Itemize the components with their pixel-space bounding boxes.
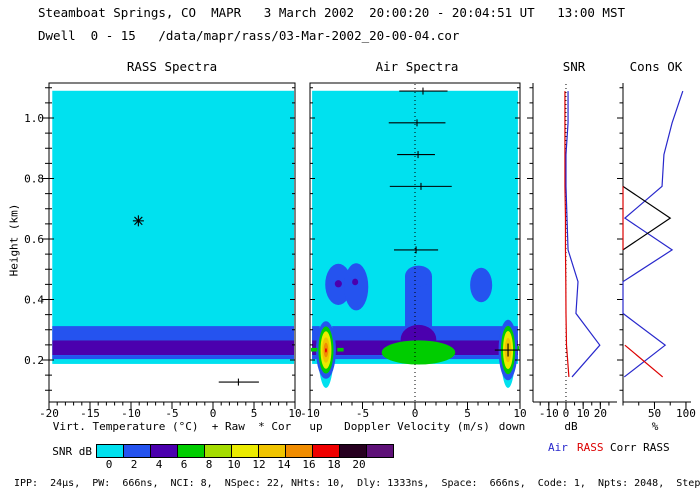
colorbar-value: 8 (205, 458, 213, 471)
contour-feature (352, 278, 359, 286)
panel-title-cons-ok: Cons OK (629, 59, 683, 74)
contour-feature (405, 265, 432, 287)
contour-fill (52, 326, 294, 341)
x-axis-label-air: Doppler Velocity (m/s) (344, 420, 490, 433)
contour-fill (52, 355, 294, 360)
x-tick-label: -5 (165, 407, 178, 420)
snr-air-line (565, 91, 601, 378)
x-tick-label: 0 (563, 407, 570, 420)
title-line-1: Steamboat Springs, CO MAPR 3 March 2002 … (38, 5, 625, 20)
x-axis-label-cons: % (651, 420, 659, 433)
colorbar-value: 0 (105, 458, 113, 471)
radar-parameters-line: IPP: 24µs, PW: 666ns, NCI: 8, NSpec: 22,… (14, 478, 700, 489)
colorbar-value: 4 (155, 458, 163, 471)
cons_ok-lines-group (622, 90, 684, 378)
contour-fill (311, 347, 318, 352)
tick-labels-group: -20 -15 -10 -5 0 5 10-10 -5 0 5 10 -10 0 10 20 50 1000.2… (24, 112, 696, 420)
x-tick-label: 100 (676, 407, 696, 420)
x-tick-label: 0 (210, 407, 217, 420)
x-tick-label: 20 (594, 407, 607, 420)
x-tick-label: 5 (464, 407, 471, 420)
contour-fill (52, 90, 294, 364)
cons_ok-rass-line (624, 344, 664, 378)
contour-fill (517, 346, 519, 351)
y-tick-label: 0.4 (24, 294, 44, 307)
colorbar-value: 14 (277, 458, 291, 471)
x-tick-label: -10 (539, 407, 559, 420)
x-tick-label: 10 (288, 407, 301, 420)
x-tick-label: -10 (300, 407, 320, 420)
cor-asterisk-marker (134, 216, 143, 226)
colorbar-value: 20 (352, 458, 366, 471)
x-tick-label: 5 (251, 407, 258, 420)
rass_spectra-contour-group (52, 90, 294, 364)
colorbar-value: 10 (227, 458, 241, 471)
title-line-2: Dwell 0 - 15 /data/mapr/rass/03-Mar-2002… (38, 28, 460, 43)
snr-lines-group (564, 91, 601, 378)
snr-rass-line (564, 91, 570, 377)
markers-group (132, 87, 520, 386)
x-tick-label: -15 (80, 407, 100, 420)
panel-title-snr: SNR (562, 59, 586, 74)
colorbar-swatch-row (96, 444, 394, 458)
contour-fill (337, 347, 344, 352)
x-axis-label-rass: Virt. Temperature (°C) + Raw * Cor (52, 420, 292, 433)
air_spectra-contour-group (311, 90, 519, 388)
colorbar-value: 18 (327, 458, 341, 471)
contour-feature (470, 267, 493, 303)
x-tick-label: -10 (121, 407, 141, 420)
contour-feature (325, 348, 327, 353)
x-tick-label: 10 (513, 407, 526, 420)
cons_ok-air-line (622, 90, 684, 378)
colorbar-value: 12 (252, 458, 266, 471)
colorbar-swatch (366, 444, 394, 458)
panel-title-rass-spectra: RASS Spectra (126, 59, 218, 74)
colorbar-value-row: 0 2 4 6 8 10 12 14 16 18 20 (97, 459, 394, 470)
legend-item-air: Air (548, 441, 568, 454)
colorbar-value: 2 (130, 458, 138, 471)
y-tick-label: 0.6 (24, 233, 44, 246)
contour-fill (52, 340, 294, 356)
x-axis-sublabel-down: down (498, 420, 526, 433)
contour-feature (381, 340, 456, 365)
legend-item-rass: RASS (577, 441, 604, 454)
colorbar-value: 6 (180, 458, 188, 471)
x-axis-sublabel-up: up (309, 420, 323, 433)
contour-feature (344, 263, 369, 311)
x-tick-label: -5 (356, 407, 369, 420)
panel-title-air-spectra: Air Spectra (375, 59, 459, 74)
x-axis-label-snr: dB (564, 420, 578, 433)
x-tick-label: 50 (648, 407, 661, 420)
y-tick-label: 1.0 (24, 112, 44, 125)
colorbar-label: SNR dB (52, 445, 92, 458)
ticks-group (42, 87, 687, 409)
contour-feature (334, 280, 342, 288)
y-tick-label: 0.8 (24, 173, 44, 186)
colorbar-value: 16 (302, 458, 316, 471)
y-tick-label: 0.2 (24, 354, 44, 367)
x-tick-label: 10 (577, 407, 590, 420)
cons_ok-corr-rass-line (622, 185, 672, 251)
legend-item-corr-rass: Corr RASS (610, 441, 670, 454)
x-tick-label: 0 (412, 407, 419, 420)
x-tick-label: -20 (39, 407, 59, 420)
snr-colorbar: 0 2 4 6 8 10 12 14 16 18 20 (96, 444, 394, 470)
